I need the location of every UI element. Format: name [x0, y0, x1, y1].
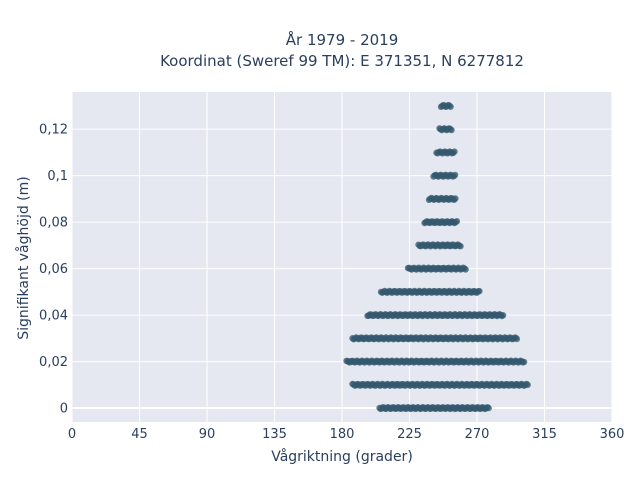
data-point	[462, 266, 469, 273]
y-tick-label: 0,12	[39, 123, 68, 138]
x-tick-label: 135	[262, 427, 287, 442]
point-band	[415, 241, 464, 250]
data-point	[453, 218, 461, 225]
point-band	[349, 334, 521, 343]
point-band	[421, 218, 461, 227]
data-point	[447, 103, 454, 110]
x-tick-label: 0	[68, 427, 76, 442]
point-band	[364, 310, 507, 320]
point-band	[436, 125, 455, 134]
data-point	[476, 287, 483, 295]
point-band	[430, 171, 459, 180]
point-band	[349, 380, 531, 389]
x-tick-label: 225	[397, 427, 422, 442]
data-point	[485, 404, 492, 412]
ticks: 0 45 90 135 180 225 270 315 360 0 0,02 0,04 0,06 0,08…	[39, 123, 624, 442]
y-axis-label: Signifikant våghöjd (m)	[15, 176, 32, 339]
y-tick-label: 0,06	[39, 262, 68, 277]
y-tick-label: 0,1	[47, 169, 68, 184]
point-band	[425, 194, 459, 204]
point-band	[376, 403, 492, 413]
data-point	[457, 242, 464, 250]
data-point	[513, 335, 521, 343]
x-tick-label: 180	[330, 427, 355, 442]
x-tick-label: 360	[600, 427, 625, 442]
data-point	[451, 171, 459, 179]
data-point	[524, 381, 531, 389]
data-points	[343, 101, 531, 413]
y-tick-label: 0,08	[39, 216, 68, 231]
data-point	[448, 126, 455, 134]
x-axis-label: Vågriktning (grader)	[271, 448, 413, 465]
chart-title-line-2: Koordinat (Sweref 99 TM): E 371351, N 62…	[160, 52, 524, 70]
y-tick-label: 0,02	[39, 355, 68, 370]
y-tick-label: 0	[60, 402, 68, 417]
data-point	[452, 195, 459, 202]
point-band	[343, 357, 528, 366]
chart-title-line-1: År 1979 - 2019	[286, 30, 399, 49]
point-band	[433, 148, 458, 157]
point-band	[377, 287, 483, 296]
data-point	[451, 148, 458, 155]
y-tick-label: 0,04	[39, 309, 68, 324]
x-tick-label: 270	[465, 427, 490, 442]
x-tick-label: 315	[532, 427, 557, 442]
data-point	[499, 312, 507, 319]
x-tick-label: 45	[131, 427, 148, 442]
point-band	[437, 101, 454, 111]
x-tick-label: 90	[199, 427, 216, 442]
point-band	[404, 264, 469, 273]
data-point	[520, 358, 528, 366]
